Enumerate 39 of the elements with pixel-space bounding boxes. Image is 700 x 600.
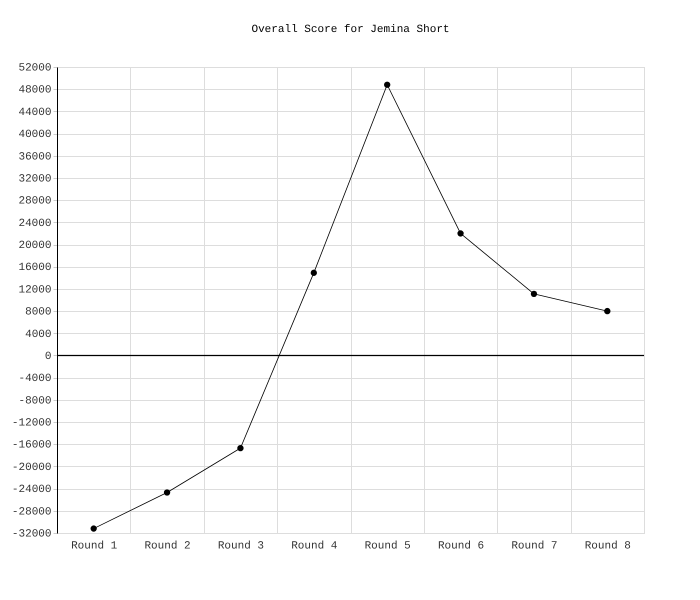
point	[164, 489, 170, 496]
x-tick-label: Round 3	[218, 540, 264, 552]
y-tick-label: -16000	[12, 440, 52, 452]
point	[384, 82, 390, 88]
y-tick-label: 52000	[18, 62, 52, 74]
y-tick-label: 0	[44, 350, 52, 363]
y-tick-label: 12000	[18, 284, 52, 296]
point	[237, 444, 244, 452]
y-tick-label: -4000	[18, 373, 52, 386]
point	[310, 270, 317, 276]
x-tick-label: Round 4	[291, 540, 338, 552]
point	[457, 230, 464, 237]
y-tick-label: -24000	[12, 484, 52, 496]
x-tick-label: Round 8	[584, 540, 631, 552]
y-tick-label: 20000	[18, 240, 52, 252]
y-tick-label: 40000	[18, 129, 52, 142]
y-tick-label: 4000	[25, 328, 52, 341]
y-tick-label: 36000	[18, 151, 52, 164]
x-tick-label: Round 6	[438, 540, 484, 552]
point	[530, 290, 538, 298]
y-tick-label: -20000	[12, 462, 52, 474]
y-tick-label: 44000	[18, 106, 52, 119]
chart-title: Overall Score for Jemina Short	[251, 24, 450, 36]
y-tick-label: 24000	[18, 218, 52, 230]
y-tick-label: -32000	[12, 528, 52, 540]
point	[604, 308, 610, 314]
y-tick-label: 16000	[18, 262, 52, 274]
y-tick-label: 28000	[18, 196, 52, 208]
y-tick-label: 48000	[18, 84, 52, 97]
x-tick-label: Round 2	[144, 540, 191, 552]
x-tick-label: Round 7	[511, 540, 558, 552]
y-tick-label: -12000	[12, 418, 52, 430]
x-tick-label: Round 1	[71, 540, 118, 552]
y-tick-label: -28000	[12, 506, 52, 518]
x-tick-label: Round 5	[364, 540, 411, 552]
y-tick-label: -8000	[18, 395, 52, 408]
point	[90, 525, 97, 532]
y-tick-label: 8000	[25, 306, 52, 319]
y-tick-label: 32000	[18, 173, 52, 186]
